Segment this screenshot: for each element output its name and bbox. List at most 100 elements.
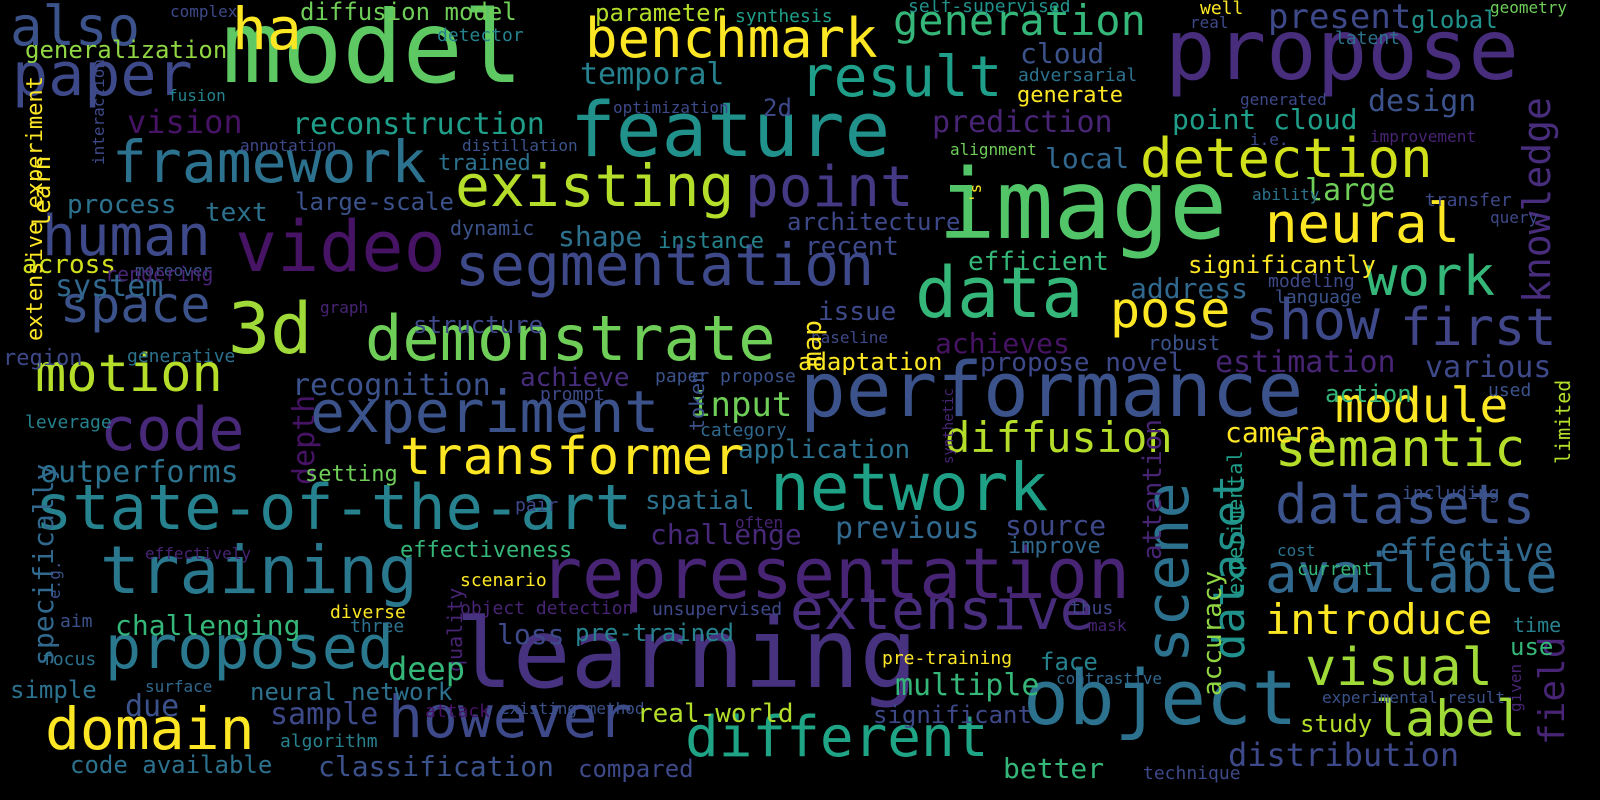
cloud-word: used [1488, 380, 1532, 401]
cloud-word: technique [1143, 763, 1241, 784]
cloud-word: 's [966, 183, 985, 203]
cloud-word: module [1335, 378, 1509, 434]
cloud-word: 3d [228, 288, 313, 370]
cloud-word: benchmark [585, 7, 878, 70]
cloud-word: pose [1110, 281, 1231, 339]
cloud-word: synthesis [735, 6, 833, 27]
cloud-word: large [1305, 173, 1396, 208]
cloud-word: domain [45, 695, 255, 763]
cloud-word: efficient [968, 247, 1109, 277]
cloud-word: robust [1148, 331, 1221, 355]
cloud-word: time [1513, 613, 1562, 637]
cloud-word: deep [388, 650, 466, 688]
cloud-word: generate [1017, 83, 1123, 108]
cloud-word: network [770, 449, 1049, 526]
cloud-word: attack [425, 701, 491, 722]
cloud-word: result [800, 45, 1003, 110]
cloud-word: available [1265, 542, 1558, 605]
cloud-word: point cloud [1172, 103, 1358, 136]
cloud-word: framework [112, 128, 427, 196]
cloud-word: loss [497, 618, 565, 651]
cloud-word: scenario [460, 570, 547, 591]
cloud-word: algorithm [280, 731, 378, 752]
cloud-word: focus [42, 649, 97, 670]
cloud-word: detection [1140, 127, 1433, 190]
cloud-word: detector [437, 25, 524, 46]
cloud-word: e.g. [45, 560, 64, 599]
cloud-word: system [55, 269, 164, 304]
cloud-word: baseline [811, 328, 889, 347]
cloud-word: pre-trained [575, 619, 734, 647]
cloud-word: trained [438, 151, 531, 176]
cloud-word: show [1245, 288, 1380, 353]
cloud-word: effective [1380, 531, 1554, 569]
cloud-word: architecture [787, 208, 961, 236]
cloud-word: prediction [932, 105, 1113, 140]
cloud-word: study [1300, 710, 1373, 738]
cloud-word: existing [455, 152, 735, 220]
cloud-word: surface [145, 677, 213, 696]
cloud-word: across [22, 250, 116, 280]
cloud-word: state-of-the-art [35, 471, 633, 544]
cloud-word: fusion [168, 86, 226, 105]
cloud-word: leverage [25, 412, 112, 433]
cloud-word: object detection [460, 598, 634, 619]
cloud-word: action [1325, 380, 1412, 408]
cloud-word: proposed [105, 613, 394, 683]
cloud-word: segmentation [455, 231, 875, 299]
cloud-word: real [1190, 13, 1229, 32]
cloud-word: complex [170, 2, 238, 21]
cloud-word: geometry [1490, 0, 1568, 17]
cloud-word: synthetic [941, 388, 957, 464]
cloud-word: experiment [310, 378, 660, 446]
cloud-word: often [735, 513, 784, 532]
cloud-word: extensive [790, 578, 1094, 643]
cloud-word: motion [35, 344, 223, 404]
cloud-word: rendering [105, 262, 214, 286]
cloud-word: input [690, 385, 793, 425]
cloud-word: learning [455, 598, 918, 710]
cloud-word: extensive experiment [23, 76, 48, 341]
cloud-word: challenging [115, 609, 301, 642]
cloud-word: also [10, 0, 141, 58]
cloud-word: face [1040, 648, 1098, 676]
cloud-word: compared [578, 755, 694, 783]
cloud-word: video [235, 206, 446, 288]
cloud-word: diffusion model [300, 0, 517, 26]
cloud-word: text [205, 198, 268, 228]
cloud-word: issue [818, 297, 897, 327]
cloud-word: three [350, 616, 405, 637]
cloud-word: given [1506, 663, 1525, 712]
cloud-word: achieve [520, 363, 630, 393]
cloud-word: well [1200, 0, 1244, 19]
cloud-word: existing method [500, 699, 645, 718]
cloud-word: model [222, 0, 524, 106]
cloud-word: representation [540, 533, 1131, 615]
cloud-word: generalization [25, 36, 228, 64]
cloud-word: challenge [650, 518, 802, 551]
cloud-word: real-world [637, 699, 794, 729]
cloud-word: temporal [580, 57, 725, 92]
cloud-word: interaction [89, 59, 108, 165]
cloud-word: query [1490, 208, 1539, 227]
cloud-word: transfer [1425, 190, 1512, 211]
cloud-word: thus [1070, 598, 1114, 619]
cloud-word: design [1368, 84, 1477, 119]
cloud-word: moreover [135, 261, 213, 280]
cloud-word: limited [1551, 379, 1575, 464]
cloud-word: instance [658, 229, 764, 254]
cloud-word: paper propose [655, 366, 796, 387]
cloud-word: transformer [400, 427, 745, 487]
cloud-word: space [60, 276, 211, 334]
cloud-word: effectively [145, 544, 251, 563]
cloud-word: diverse [330, 602, 406, 623]
cloud-word: pre-training [882, 648, 1013, 669]
cloud-word: training [100, 532, 418, 609]
cloud-word: neural network [250, 678, 453, 706]
cloud-word: point [745, 155, 914, 220]
cloud-word: generative [127, 346, 236, 367]
cloud-word: reconstruction [292, 107, 545, 142]
cloud-word: generation [893, 0, 1146, 45]
cloud-word: propose [1165, 1, 1520, 99]
cloud-word: different [685, 705, 989, 770]
